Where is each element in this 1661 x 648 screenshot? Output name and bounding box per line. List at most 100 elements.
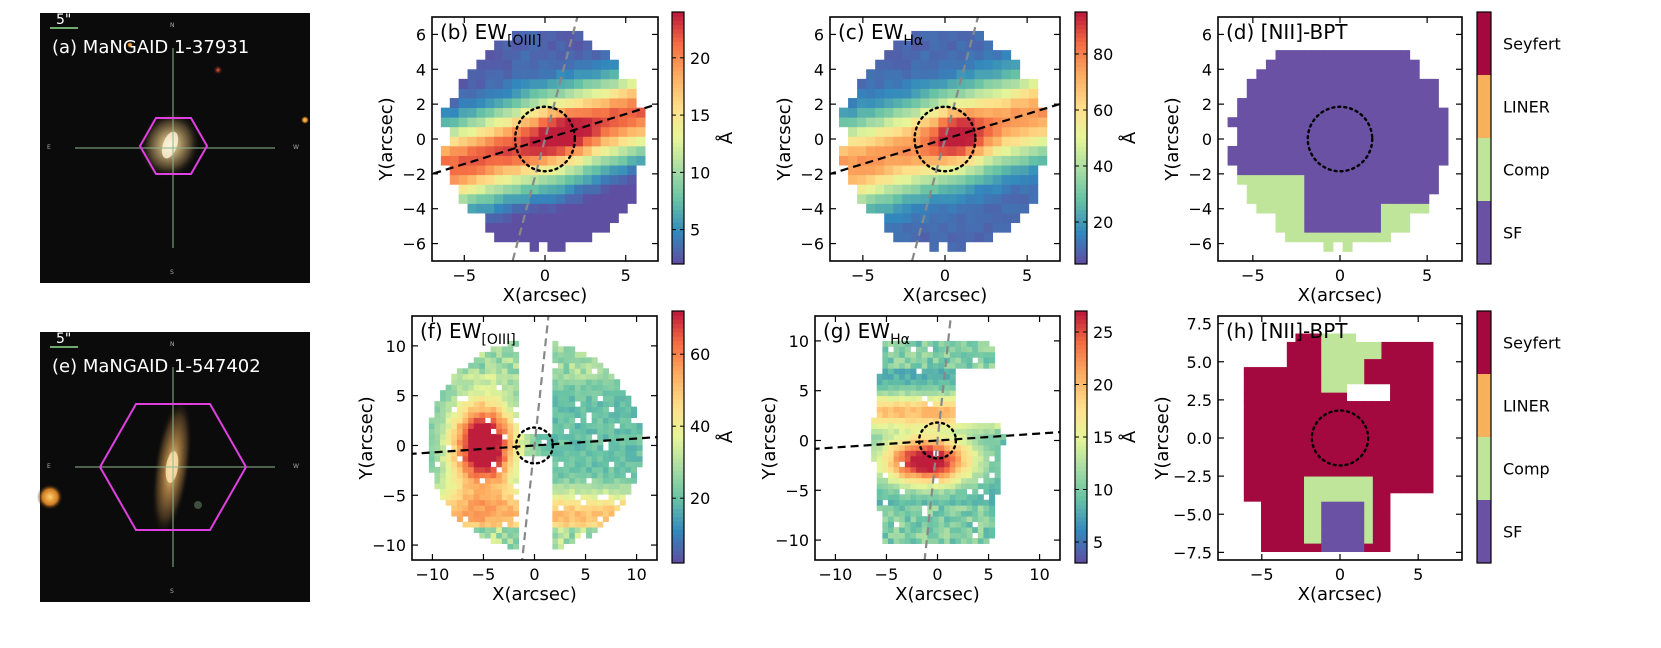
map-pixel [960, 434, 967, 440]
colorbar-segment [1075, 108, 1087, 114]
map-pixel [1419, 117, 1430, 128]
map-pixel [1275, 155, 1286, 166]
star-blob [213, 65, 223, 75]
colorbar-segment [672, 104, 684, 110]
map-pixel [1355, 417, 1365, 427]
map-pixel [591, 50, 602, 61]
map-pixel [916, 532, 923, 539]
map-pixel [1304, 50, 1315, 61]
map-pixel [556, 155, 566, 166]
map-pixel [1321, 459, 1331, 469]
map-pixel [494, 165, 504, 176]
colorbar-segment [672, 378, 684, 383]
colorbar-label: Å [1118, 131, 1140, 144]
map-pixel [456, 417, 463, 424]
map-pixel [965, 155, 975, 166]
map-pixel [882, 379, 889, 386]
map-pixel [529, 98, 539, 109]
map-pixel [462, 373, 469, 380]
map-pixel [479, 532, 486, 539]
map-pixel [1243, 450, 1253, 460]
map-pixel [949, 401, 956, 408]
map-pixel [496, 346, 503, 353]
map-pixel [600, 203, 610, 214]
map-pixel [1407, 409, 1417, 418]
map-pixel [1381, 484, 1391, 494]
colorbar-segment [1075, 142, 1087, 147]
map-pixel [503, 50, 513, 61]
map-pixel [920, 126, 930, 137]
map-pixel [569, 417, 576, 424]
map-pixel [473, 527, 480, 534]
map-pixel [547, 78, 557, 89]
map-pixel [893, 428, 900, 435]
map-pixel [614, 412, 621, 418]
map-pixel [911, 136, 921, 147]
map-pixel [1286, 509, 1296, 519]
map-pixel [1398, 375, 1408, 385]
map-pixel [1419, 165, 1430, 176]
map-pixel [1381, 467, 1391, 477]
map-pixel [619, 406, 626, 413]
map-pixel [507, 434, 514, 440]
map-pixel [1372, 417, 1382, 427]
map-pixel [876, 401, 883, 408]
map-pixel [496, 395, 503, 402]
map-pixel [1295, 501, 1305, 511]
map-pixel [580, 488, 587, 495]
map-pixel [887, 466, 895, 473]
map-pixel [960, 444, 967, 451]
map-pixel [916, 494, 923, 501]
star-blob [127, 42, 133, 48]
map-pixel [1295, 450, 1305, 460]
colorbar-frame [1476, 11, 1492, 265]
map-pixel [966, 505, 973, 512]
map-pixel [614, 455, 621, 462]
map-pixel [496, 505, 503, 512]
map-pixel [1355, 400, 1365, 410]
y-tick-label: −5.0 [1173, 505, 1212, 524]
map-pixel [557, 368, 564, 375]
map-pixel [1361, 232, 1372, 243]
map-pixel [614, 384, 621, 391]
map-pixel [1304, 543, 1314, 553]
map-pixel [848, 155, 858, 166]
map-pixel [440, 444, 447, 451]
map-pixel [556, 50, 566, 61]
x-tick-label: 10 [626, 565, 646, 584]
colorbar-segment [672, 462, 684, 467]
map-pixel [535, 439, 542, 446]
map-pixel [965, 69, 975, 80]
colorbar-segment [672, 390, 684, 396]
map-pixel [591, 213, 602, 224]
map-pixel [565, 59, 575, 70]
colorbar-segment [672, 546, 684, 551]
map-pixel [618, 165, 628, 176]
map-pixel [1304, 193, 1315, 204]
map-pixel [1313, 126, 1324, 137]
map-pixel [956, 117, 966, 128]
colorbar-segment [1075, 247, 1087, 252]
map-pixel [451, 483, 458, 490]
map-pixel [440, 455, 447, 462]
map-pixel [1352, 184, 1363, 195]
map-pixel [609, 88, 619, 99]
map-pixel [938, 494, 945, 501]
map-pixel [625, 488, 632, 495]
map-pixel [1304, 409, 1314, 418]
map-pixel [921, 499, 928, 506]
map-pixel [1409, 145, 1420, 156]
map-pixel [949, 455, 956, 462]
map-pixel [882, 428, 889, 435]
map-pixel [1321, 375, 1331, 385]
colorbar-segment [1075, 117, 1087, 122]
map-pixel [1019, 184, 1030, 195]
map-pixel [911, 30, 921, 41]
map-pixel [496, 510, 503, 517]
map-pixel [552, 538, 559, 544]
map-pixel [992, 222, 1003, 233]
map-pixel [597, 379, 604, 386]
map-pixel [921, 340, 928, 347]
map-pixel [625, 466, 632, 473]
